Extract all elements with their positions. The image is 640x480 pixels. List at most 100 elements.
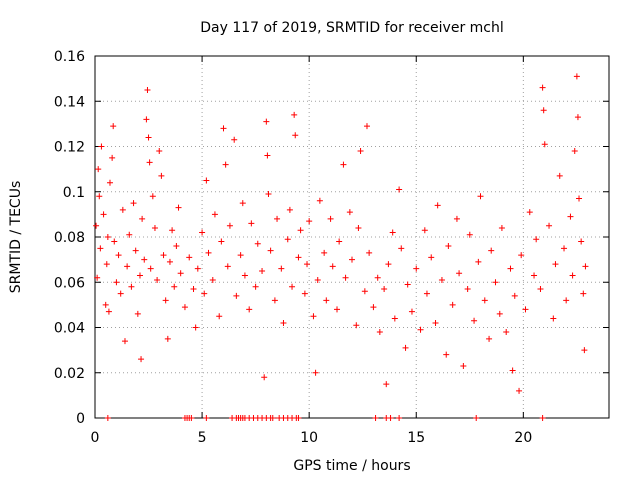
data-point: [541, 141, 548, 148]
data-point: [177, 270, 184, 277]
data-point: [106, 179, 113, 186]
data-point: [143, 116, 150, 123]
data-point: [144, 86, 151, 93]
data-point: [224, 263, 231, 270]
x-tick-label: 10: [300, 430, 318, 446]
x-tick-label: 15: [407, 430, 425, 446]
zero-data-point: [295, 415, 302, 421]
data-point: [488, 247, 495, 254]
data-point: [434, 202, 441, 209]
data-point: [291, 111, 298, 118]
data-point: [503, 329, 510, 336]
data-point: [209, 276, 216, 283]
data-point: [396, 186, 403, 193]
data-point: [449, 301, 456, 308]
data-point: [95, 166, 102, 173]
data-point: [248, 220, 255, 227]
data-point: [438, 276, 445, 283]
data-point: [423, 290, 430, 297]
data-point: [265, 191, 272, 198]
data-point: [346, 209, 353, 216]
data-point: [292, 132, 299, 139]
data-point: [582, 263, 589, 270]
data-point: [134, 310, 141, 317]
data-point: [432, 319, 439, 326]
data-point: [211, 211, 218, 218]
data-point: [522, 306, 529, 313]
data-point: [139, 215, 146, 222]
data-point: [192, 324, 199, 331]
data-point: [111, 238, 118, 245]
data-point: [286, 206, 293, 213]
data-point: [241, 272, 248, 279]
data-point: [128, 283, 135, 290]
y-tick-label: 0.04: [54, 321, 85, 337]
x-tick-label: 0: [91, 430, 100, 446]
data-point: [316, 197, 323, 204]
y-tick-label: 0.14: [54, 94, 85, 110]
data-point: [486, 335, 493, 342]
data-point: [443, 351, 450, 358]
data-point: [138, 356, 145, 363]
data-point: [231, 136, 238, 143]
y-axis-label: SRMTID / TECUs: [8, 181, 24, 294]
y-tick-label: 0.08: [54, 230, 85, 246]
data-point: [264, 152, 271, 159]
data-point: [136, 272, 143, 279]
data-point: [310, 313, 317, 320]
y-tick-label: 0.16: [54, 49, 85, 65]
data-point: [141, 256, 148, 263]
data-point: [130, 200, 137, 207]
data-point: [349, 256, 355, 263]
data-point: [280, 319, 287, 326]
data-point: [259, 267, 266, 274]
data-point: [471, 317, 478, 324]
data-point: [301, 290, 308, 297]
data-point: [104, 234, 111, 240]
data-point: [181, 304, 188, 311]
data-point: [110, 123, 117, 130]
data-point: [237, 252, 244, 259]
data-point: [267, 247, 274, 254]
data-point: [370, 304, 377, 311]
x-tick-label: 5: [198, 430, 207, 446]
data-point: [376, 329, 383, 336]
data-point: [323, 297, 330, 304]
data-point: [340, 161, 347, 168]
data-point: [124, 263, 131, 270]
data-point: [353, 322, 360, 329]
data-point: [516, 387, 523, 394]
zero-data-point: [539, 415, 546, 421]
data-point: [381, 286, 388, 293]
data-point: [428, 254, 435, 261]
data-point: [169, 227, 176, 234]
zero-data-point: [188, 415, 195, 421]
data-point: [404, 281, 411, 288]
data-point: [194, 265, 201, 272]
data-point: [507, 265, 514, 272]
data-point: [100, 211, 107, 218]
data-point: [456, 270, 463, 277]
data-point: [361, 288, 368, 295]
data-point: [413, 265, 420, 272]
data-point: [509, 367, 516, 374]
data-point: [357, 148, 364, 155]
data-point: [531, 272, 538, 279]
data-point: [398, 245, 405, 252]
data-point: [284, 236, 291, 243]
data-point: [498, 224, 505, 231]
data-point: [145, 134, 152, 141]
data-point: [366, 249, 373, 256]
data-point: [569, 272, 576, 279]
data-point: [540, 107, 547, 114]
data-point: [496, 310, 503, 317]
zero-data-point: [473, 415, 480, 421]
y-tick-label: 0.12: [54, 140, 85, 156]
data-point: [109, 154, 116, 161]
data-point: [271, 297, 278, 304]
data-point: [278, 265, 285, 272]
data-point: [98, 143, 105, 150]
data-point: [389, 229, 396, 236]
zero-data-point: [387, 415, 394, 421]
